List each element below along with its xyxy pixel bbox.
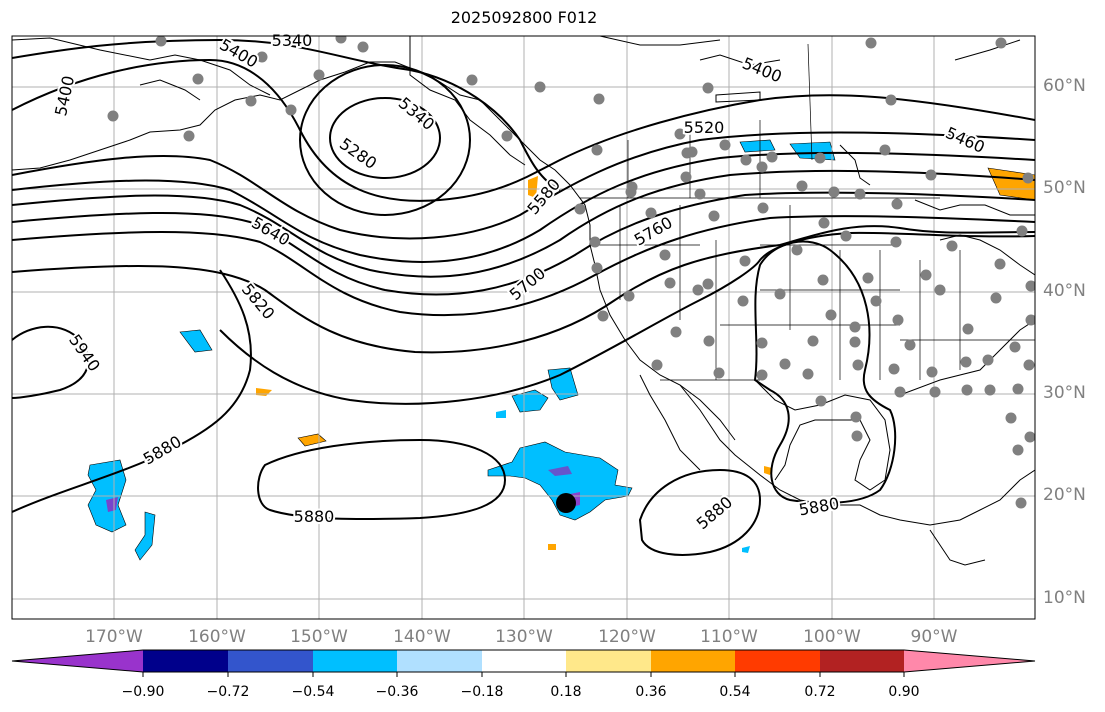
shade-orange-speck — [548, 544, 556, 550]
contour-5400-b — [12, 58, 1035, 202]
lat-label: 60°N — [1043, 76, 1086, 96]
contour-5880-central — [257, 438, 507, 521]
colorbar-tick-label: 0.54 — [719, 684, 751, 700]
contour-5700 — [12, 215, 1035, 317]
shade-purple-west — [106, 497, 118, 512]
contour-label: 5880 — [294, 507, 335, 526]
contour-5460 — [12, 131, 1035, 240]
lat-label: 20°N — [1043, 485, 1086, 505]
height-contours — [12, 38, 1035, 556]
lon-label: 120°W — [598, 627, 656, 647]
shade-blue-canada — [739, 139, 776, 153]
colorbar-segment — [313, 650, 397, 672]
contour-5880-east-pacific — [638, 468, 762, 556]
contour-label: 5520 — [684, 118, 725, 137]
station-markers — [107, 36, 1035, 509]
contour-5760-east — [779, 225, 1035, 246]
lon-label: 130°W — [495, 627, 553, 647]
lon-label: 140°W — [393, 627, 451, 647]
lat-label: 10°N — [1043, 588, 1086, 608]
shade-blue-speck — [496, 410, 506, 418]
contour-5880-mexico — [753, 240, 897, 504]
colorbar — [11, 649, 1036, 677]
lat-label: 40°N — [1043, 281, 1086, 301]
colorbar-tick-label: −0.72 — [206, 684, 250, 700]
shade-blue-west2 — [134, 511, 156, 561]
colorbar-tick-label: −0.90 — [121, 684, 165, 700]
map-frame — [11, 35, 1036, 620]
colorbar-segment — [482, 650, 566, 672]
contour-5940 — [12, 325, 90, 399]
shade-purple-central — [548, 466, 572, 476]
lon-label: 110°W — [700, 627, 758, 647]
lon-label: 100°W — [803, 627, 861, 647]
colorbar-segment — [651, 650, 735, 672]
colorbar-tick-label: −0.18 — [460, 684, 504, 700]
contour-5760 — [12, 244, 781, 354]
graticule — [12, 36, 1035, 619]
contour-5580 — [12, 169, 1035, 278]
lon-label: 90°W — [910, 627, 958, 647]
contour-5640 — [12, 191, 1035, 296]
colorbar-extend-right — [904, 650, 1035, 672]
contour-5280 — [329, 97, 441, 179]
colorbar-segment — [566, 650, 651, 672]
shade-blue-speck2 — [742, 546, 750, 553]
contour-5880-west — [12, 269, 252, 513]
lon-label: 170°W — [85, 627, 143, 647]
shade-blue-baja-west — [511, 389, 549, 413]
colorbar-segment — [143, 650, 228, 672]
map-title: 2025092800 F012 — [450, 8, 598, 27]
contour-5520 — [12, 151, 1035, 263]
colorbar-tick-label: 0.90 — [888, 684, 920, 700]
lat-label: 30°N — [1043, 383, 1086, 403]
shade-orange-coast — [528, 176, 538, 198]
colorbar-tick-label: 0.18 — [550, 684, 582, 700]
contour-5820 — [219, 231, 1035, 405]
colorbar-tick-label: −0.36 — [375, 684, 419, 700]
colorbar-segment — [228, 650, 313, 672]
colorbar-tick-label: −0.54 — [291, 684, 335, 700]
contour-label: 5340 — [272, 31, 313, 50]
lon-label: 160°W — [188, 627, 246, 647]
lon-label: 150°W — [290, 627, 348, 647]
colorbar-tick-label: 0.36 — [635, 684, 667, 700]
contour-5400-a — [12, 38, 561, 191]
colorbar-tick-label: 0.72 — [804, 684, 836, 700]
lat-label: 50°N — [1043, 178, 1086, 198]
storm-center-marker — [556, 493, 576, 513]
colorbar-extend-left — [12, 650, 143, 672]
colorbar-segment — [735, 650, 820, 672]
colorbar-segment — [397, 650, 482, 672]
political-borders — [409, 36, 1035, 381]
colorbar-segment — [820, 650, 904, 672]
shade-orange-mexico — [764, 466, 772, 475]
shade-blue-pacific — [179, 329, 213, 353]
